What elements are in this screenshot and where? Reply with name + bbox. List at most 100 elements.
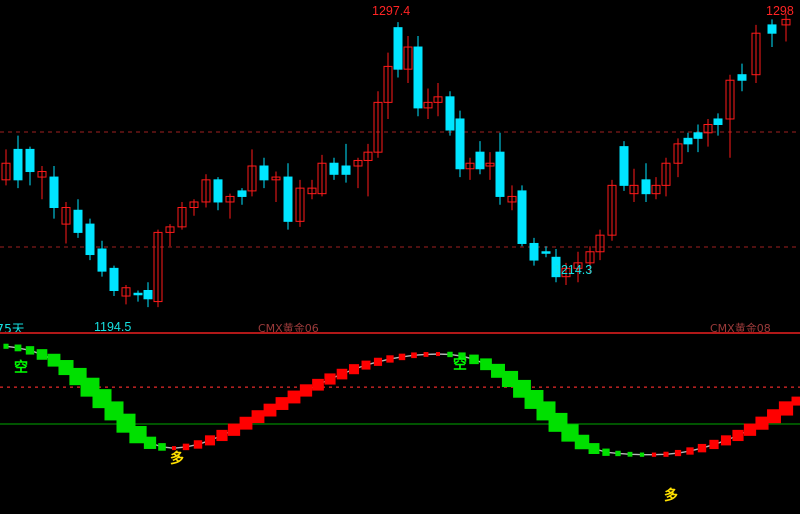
candle-body [607,184,617,236]
candlestick [13,135,23,189]
candlestick [485,152,495,180]
oscillator-block [436,352,440,357]
candle-body [213,179,223,203]
candle-body [121,287,131,297]
candle-body [61,207,71,225]
candle-body [247,165,257,192]
candlestick [403,35,413,83]
candle-body [383,65,393,103]
candlestick-canvas[interactable] [0,0,800,332]
candle-body [475,151,485,170]
oscillator-block [791,396,800,406]
candlestick [475,141,485,175]
oscillator-signal-line [5,345,797,456]
candle-body [465,162,475,170]
candle-body [283,176,293,222]
candlestick [61,201,71,244]
candle-body [713,118,723,126]
oscillator-block [709,439,719,450]
candlestick [165,224,175,247]
oscillator-block [299,384,313,397]
candlestick [143,282,153,308]
candlestick [573,251,583,283]
candle-body [363,151,373,161]
candle-body [725,79,735,120]
oscillator-block [129,426,147,444]
oscillator-block [143,436,157,449]
candlestick [737,63,747,92]
candle-body [237,190,247,197]
candlestick [465,157,475,180]
oscillator-block [720,435,732,446]
candlestick [433,83,443,117]
candle-body [1,162,11,181]
oscillator-canvas[interactable] [0,334,800,514]
oscillator-block [324,373,336,385]
candlestick [73,199,83,238]
candle-body [561,267,571,278]
candle-body [109,267,119,292]
candlestick [673,138,683,178]
candlestick [725,74,735,158]
oscillator-block [3,343,9,349]
oscillator-block [588,443,600,454]
candlestick [507,185,517,211]
oscillator-block [336,368,348,380]
pane-divider [0,332,800,334]
candlestick [423,88,433,119]
candlestick [529,237,539,266]
oscillator-block [36,349,48,360]
candle-body [73,209,83,233]
candle-body [403,46,413,70]
candle-body [259,165,269,181]
candle-body [373,101,383,153]
oscillator-block [627,451,633,457]
candle-body [143,290,153,300]
candlestick [37,166,47,200]
candlestick [121,284,131,305]
signal-marker-short: 空 [14,360,28,376]
candle-body [693,132,703,139]
oscillator-block [158,443,166,451]
candlestick [693,124,703,153]
candle-body [751,32,761,76]
candlestick [661,157,671,197]
candle-body [37,171,47,178]
candlestick [445,91,455,136]
candlestick [259,157,269,189]
candle-body [85,223,95,256]
signal-marker-long: 多 [664,488,678,504]
oscillator-block [14,344,22,352]
candlestick [329,157,339,180]
oscillator-block [651,452,657,457]
candlestick [237,188,247,205]
oscillator-block [216,429,228,442]
candlestick [767,19,777,48]
candle-body [737,74,747,81]
oscillator-block [263,403,277,417]
oscillator-block [458,352,466,360]
candle-body [455,118,465,170]
price-high-label: 1297.4 [372,4,411,18]
candle-body [673,143,683,164]
contract-label-left: CMX黄金06 [258,322,319,335]
oscillator-block [423,352,429,357]
candle-body [271,176,281,181]
oscillator-block [663,451,669,457]
candle-body [329,162,339,175]
candlestick [133,290,143,302]
price-low-left-label: 1194.5 [94,320,132,334]
candlestick [97,240,107,277]
candlestick [561,262,571,285]
oscillator-block [686,447,694,455]
oscillator-pane[interactable] [0,334,800,514]
candle-body [683,137,693,145]
candlestick [703,118,713,147]
oscillator-block [639,452,645,457]
candlestick [341,143,351,183]
candlestick [317,154,327,197]
oscillator-block [386,355,394,363]
candle-body [433,96,443,103]
price-chart-pane[interactable] [0,0,800,332]
oscillator-block [251,410,265,424]
